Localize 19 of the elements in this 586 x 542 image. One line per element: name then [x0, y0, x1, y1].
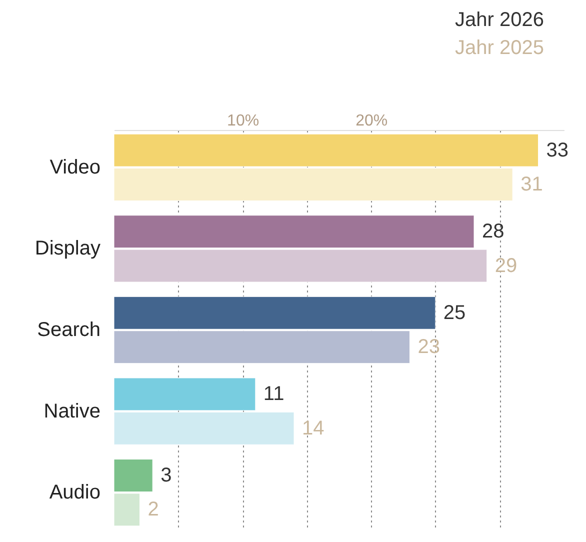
x-tick-label: 20%: [356, 112, 388, 130]
text: Jahr 2025: [455, 37, 544, 59]
text: Jahr 2026: [455, 9, 544, 31]
y-tick-label: Native: [44, 400, 100, 422]
data-label: 25: [443, 302, 466, 324]
y-tick-label: Video: [50, 156, 100, 178]
data-label: 2: [148, 498, 159, 521]
data-label: 3: [160, 464, 172, 487]
data-label: 23: [418, 336, 440, 358]
data-label: 31: [520, 173, 543, 196]
data-label: 14: [302, 417, 324, 440]
y-tick-label: Audio: [49, 482, 100, 504]
data-label: 28: [482, 220, 504, 243]
y-tick-label: Display: [34, 238, 100, 260]
data-label: 11: [263, 383, 284, 406]
x-tick-label: 10%: [227, 112, 260, 130]
data-label: 29: [494, 254, 518, 277]
data-label: 33: [546, 139, 569, 162]
y-tick-label: Search: [37, 319, 100, 341]
